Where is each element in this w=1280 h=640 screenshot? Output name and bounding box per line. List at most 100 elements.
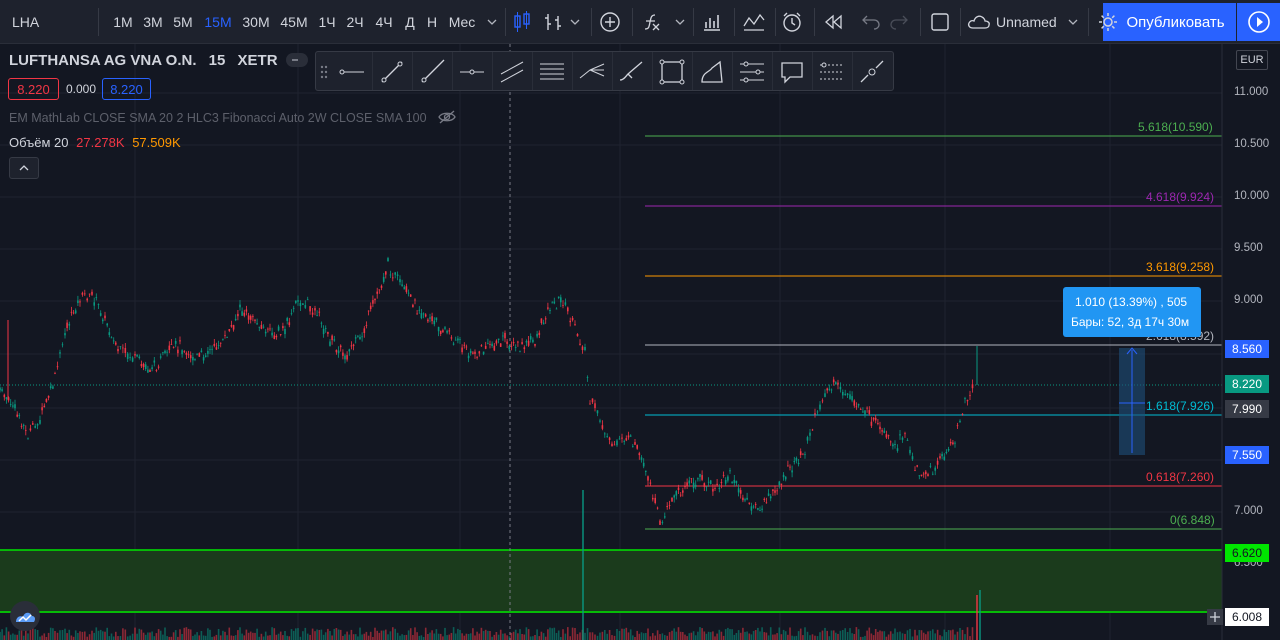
volume-bar <box>382 630 385 640</box>
volume-bar <box>567 627 569 640</box>
chevron-down-icon[interactable] <box>568 0 582 44</box>
text-note-icon[interactable] <box>776 56 808 88</box>
volume-bar <box>596 635 599 640</box>
bid-price-box[interactable]: 8.220 <box>8 78 59 100</box>
chevron-down-icon[interactable] <box>484 0 500 44</box>
interval-10[interactable]: Д <box>405 14 415 30</box>
volume-bar <box>739 632 742 640</box>
candle-body <box>112 340 115 342</box>
ray-icon[interactable] <box>416 56 448 88</box>
volume-bar <box>517 633 519 640</box>
volume-bar <box>776 633 778 640</box>
divider <box>372 52 373 90</box>
price-chart[interactable] <box>0 44 1280 640</box>
candles-icon[interactable] <box>508 0 536 44</box>
volume-bar <box>656 630 659 640</box>
layout-name-button[interactable]: Unnamed <box>996 14 1057 30</box>
horizontal-line-icon[interactable] <box>456 56 488 88</box>
volume-bar <box>784 631 787 640</box>
chart-pane[interactable]: 5.618(10.590)4.618(9.924)3.618(9.258)2.6… <box>0 44 1280 640</box>
volume-bar <box>627 632 630 640</box>
cloud-icon[interactable] <box>966 0 992 44</box>
rectangle-icon[interactable] <box>656 56 688 88</box>
ask-price-box[interactable]: 8.220 <box>102 78 151 100</box>
interval-6[interactable]: 45М <box>280 14 308 30</box>
publish-button[interactable]: Опубликовать <box>1099 3 1236 41</box>
volume-bar <box>385 629 387 640</box>
candle-body <box>292 307 295 309</box>
candle-body <box>183 351 186 353</box>
bar-chart-icon[interactable] <box>540 0 568 44</box>
volume-bar <box>690 632 693 640</box>
candle-body <box>763 498 766 500</box>
volume-bar <box>754 630 757 640</box>
strategy-icon[interactable] <box>740 0 768 44</box>
candle-body <box>797 462 800 465</box>
interval-2[interactable]: 3М <box>143 14 163 30</box>
indicators-icon[interactable] <box>640 0 664 44</box>
interval-3[interactable]: 5М <box>173 14 193 30</box>
dash-icon <box>292 59 298 61</box>
drag-handle-icon[interactable] <box>320 64 328 80</box>
candle-body <box>929 465 932 467</box>
volume-bar <box>472 628 474 640</box>
chevron-down-icon[interactable] <box>673 0 687 44</box>
candle-body <box>414 299 416 301</box>
interval-9[interactable]: 4Ч <box>375 14 393 30</box>
interval-11[interactable]: Н <box>426 14 438 30</box>
horizontal-ray-icon[interactable] <box>336 56 368 88</box>
symbol-search-button[interactable]: LHA <box>12 14 40 30</box>
play-button[interactable] <box>1237 3 1280 41</box>
candle-body <box>632 446 634 448</box>
interval-7[interactable]: 1Ч <box>318 14 336 30</box>
brush-icon[interactable] <box>616 56 648 88</box>
regression-icon[interactable] <box>816 56 848 88</box>
fib-retracement-icon[interactable] <box>536 56 568 88</box>
interval-4[interactable]: 15М <box>204 14 232 30</box>
undo-icon[interactable] <box>857 0 885 44</box>
pitchfork-icon[interactable] <box>576 56 608 88</box>
interval-1[interactable]: 1М <box>113 14 133 30</box>
currency-button[interactable]: EUR <box>1236 50 1268 70</box>
volume-bar <box>569 636 571 640</box>
candle-body <box>560 297 562 303</box>
volume-bar <box>306 633 309 640</box>
eye-off-icon[interactable] <box>438 110 456 127</box>
candle-body <box>457 338 459 341</box>
financials-icon[interactable] <box>698 0 726 44</box>
redo-icon[interactable] <box>885 0 913 44</box>
candle-body <box>491 343 493 346</box>
parallel-channel-icon[interactable] <box>496 56 528 88</box>
volume-bar <box>502 633 504 640</box>
compare-add-icon[interactable] <box>596 0 624 44</box>
candle-body <box>14 404 16 409</box>
trend-line-icon[interactable] <box>376 56 408 88</box>
interval-5[interactable]: 30М <box>242 14 270 30</box>
candle-body <box>551 302 553 304</box>
candle-body <box>463 344 466 346</box>
alert-clock-icon[interactable] <box>778 0 806 44</box>
volume-bar <box>599 632 601 640</box>
plus-icon[interactable] <box>1207 609 1223 625</box>
volume-bar <box>352 634 355 640</box>
volume-bar <box>489 631 491 640</box>
collapse-legend-button[interactable] <box>9 157 39 179</box>
candle-body <box>269 328 271 330</box>
volume-bar <box>899 631 901 640</box>
interval-8[interactable]: 2Ч <box>346 14 364 30</box>
tradingview-logo[interactable] <box>10 601 40 631</box>
volume-bar <box>39 636 41 640</box>
interval-12[interactable]: Мес <box>448 14 476 30</box>
candle-body <box>661 522 664 523</box>
fib-levels-icon[interactable] <box>736 56 768 88</box>
path-icon[interactable] <box>696 56 728 88</box>
candle-body <box>502 335 504 337</box>
fullscreen-icon[interactable] <box>926 0 954 44</box>
volume-bar <box>934 633 936 640</box>
volume-bar <box>47 632 50 640</box>
candle-body <box>579 343 581 345</box>
candle-body <box>733 479 736 484</box>
forecast-icon[interactable] <box>856 56 888 88</box>
chevron-down-icon[interactable] <box>1066 0 1080 44</box>
replay-icon[interactable] <box>819 0 847 44</box>
